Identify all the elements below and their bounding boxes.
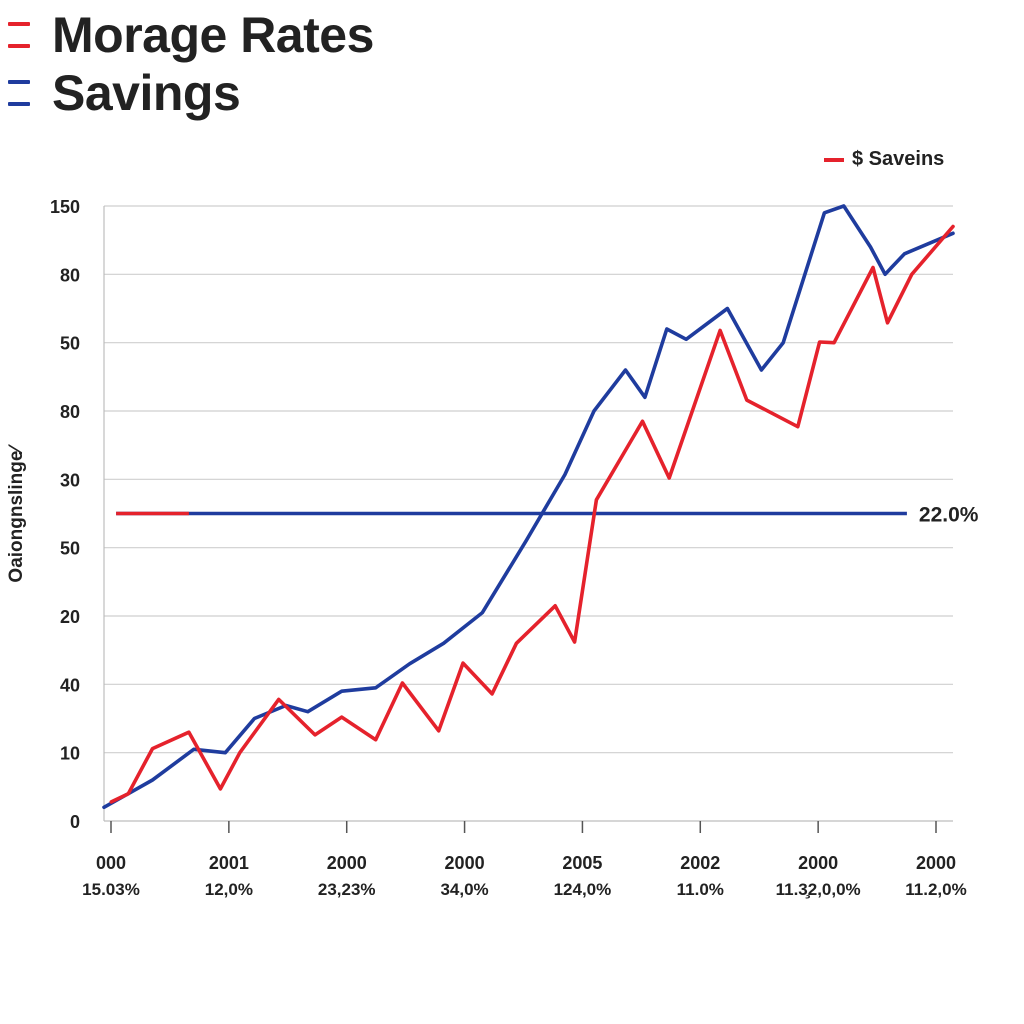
- x-tick-year: 2000: [916, 853, 956, 873]
- x-tick-year: 2001: [209, 853, 249, 873]
- legend-swatch-mortgage: [8, 22, 30, 48]
- legend-item-mortgage: Morage Rates: [8, 6, 374, 64]
- y-tick-label: 40: [60, 675, 80, 695]
- x-tick-year: 2000: [327, 853, 367, 873]
- x-tick-percent: 11.3̧2,0,0%: [776, 880, 861, 899]
- x-tick-percent: 11.2,0%: [905, 880, 966, 899]
- axes: [103, 206, 953, 822]
- y-axis-ticks: 0 10 40 20 50 30 80 50 80 150: [50, 197, 80, 832]
- y-axis-title: Oaiongnslinge⁄: [6, 444, 27, 583]
- series-lines: [102, 204, 955, 810]
- y-tick-label: 10: [60, 744, 80, 764]
- y-tick-label: 80: [60, 402, 80, 422]
- top-legend: Morage Rates Savings: [8, 6, 374, 122]
- side-legend-swatch: [824, 157, 844, 162]
- side-legend-label: $ Saveins: [852, 148, 945, 170]
- reference-line-label: 22.0%: [919, 504, 979, 527]
- x-tick-percent: 124,0%: [554, 880, 612, 899]
- y-tick-label: 150: [50, 197, 80, 217]
- y-tick-label: 80: [60, 265, 80, 285]
- series-line-morage-rates: [109, 224, 955, 804]
- swatch-dash-bottom: [8, 44, 30, 48]
- side-legend: $ Saveins: [824, 148, 944, 171]
- reference-line: 22.0%: [116, 504, 979, 527]
- x-tick-year: 2002: [680, 853, 720, 873]
- swatch-dash-top: [8, 80, 30, 84]
- legend-label-mortgage: Morage Rates: [52, 7, 374, 63]
- y-tick-label: 0: [70, 812, 80, 832]
- swatch-dash-top: [8, 22, 30, 26]
- y-tick-label: 50: [60, 334, 80, 354]
- x-tick-percent: 23,23%: [318, 880, 376, 899]
- x-tick-percent: 11.0%: [677, 880, 724, 899]
- series-line-savings: [102, 204, 955, 810]
- y-tick-label: 50: [60, 539, 80, 559]
- x-tick-percent: 15.03%: [82, 880, 140, 899]
- x-tick-year: 000: [96, 853, 126, 873]
- x-tick-year: 2005: [562, 853, 602, 873]
- x-tick-percent: 12,0%: [205, 880, 253, 899]
- legend-label-savings: Savings: [52, 65, 241, 121]
- x-axis-ticks: 000 15.03% 2001 12,0% 2000 23,23% 2000 34,0% 200…: [82, 821, 967, 899]
- legend-swatch-savings: [8, 80, 30, 106]
- grid-lines: [104, 205, 953, 754]
- legend-item-savings: Savings: [8, 64, 374, 122]
- swatch-dash-bottom: [8, 102, 30, 106]
- x-tick-percent: 34,0%: [440, 880, 488, 899]
- y-tick-label: 20: [60, 607, 80, 627]
- x-tick-year: 2000: [445, 853, 485, 873]
- x-tick-year: 2000: [798, 853, 838, 873]
- y-tick-label: 30: [60, 470, 80, 490]
